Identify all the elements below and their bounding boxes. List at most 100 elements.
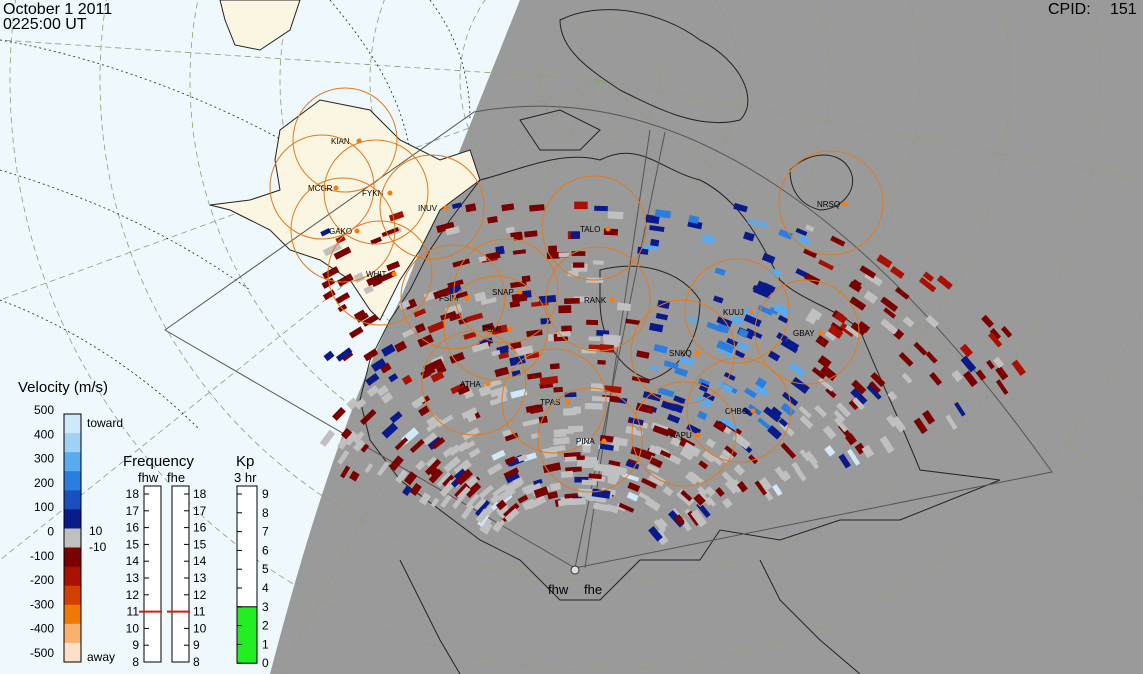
velocity-cell [722, 497, 733, 509]
velocity-cell [578, 488, 596, 498]
velocity-cell [581, 348, 596, 354]
velocity-cell [584, 402, 603, 410]
velocity-cell [642, 391, 662, 402]
station-marker [391, 271, 397, 277]
velocity-cell [698, 460, 709, 470]
velocity-cell [354, 398, 367, 410]
velocity-cell [713, 295, 724, 304]
velocity-color-swatch [64, 414, 81, 434]
velocity-cell [365, 372, 380, 386]
frequency-tick-label: 18 [126, 487, 140, 501]
velocity-tick-label: -100 [30, 549, 54, 563]
velocity-cell [706, 321, 725, 333]
velocity-cell [465, 203, 477, 213]
velocity-cell [743, 231, 755, 242]
station-range-ring [537, 387, 643, 493]
velocity-cell [993, 356, 1005, 369]
velocity-cell [371, 279, 383, 288]
velocity-cell [830, 322, 844, 333]
velocity-cell [880, 296, 899, 313]
velocity-cell [861, 444, 875, 459]
velocity-cell [733, 202, 748, 213]
velocity-cell [464, 481, 482, 499]
velocity-cell [880, 318, 899, 335]
velocity-cell [509, 300, 521, 308]
frequency-title: Frequency [123, 453, 194, 470]
velocity-cell [836, 402, 851, 418]
station-label-gako: GAKO [329, 227, 352, 236]
station-label-gbay: GBAY [793, 329, 815, 338]
velocity-cell [442, 474, 455, 487]
velocity-tick-label: 500 [34, 403, 54, 417]
velocity-cells [319, 201, 1026, 546]
velocity-cell [685, 471, 700, 485]
velocity-cell [409, 482, 422, 496]
velocity-cell [376, 461, 390, 477]
velocity-tick-label: 0 [47, 525, 54, 539]
velocity-cell [901, 372, 913, 384]
velocity-cell [581, 479, 597, 486]
velocity-cell [533, 478, 543, 486]
kp-tick-label: 9 [262, 487, 269, 501]
velocity-cell [403, 471, 418, 486]
station-label-talo: TALO [580, 225, 600, 234]
station-label-fsim: FSIM [439, 294, 458, 303]
velocity-cell [388, 211, 405, 222]
velocity-cell [601, 470, 619, 479]
frequency-tick-label: 17 [126, 504, 140, 518]
station-range-ring [290, 177, 396, 283]
velocity-cell [463, 331, 477, 340]
velocity-cell [695, 395, 713, 409]
velocity-cell [452, 258, 471, 268]
velocity-cell [572, 262, 585, 268]
station-range-ring [443, 275, 549, 381]
velocity-cell [797, 234, 811, 246]
velocity-cell [487, 216, 498, 224]
station-label-rank: RANK [584, 296, 607, 305]
station-marker [387, 190, 393, 196]
velocity-cell [670, 436, 681, 448]
station-range-ring [453, 238, 559, 344]
velocity-cell [440, 494, 452, 508]
velocity-cell [590, 383, 604, 392]
velocity-cell [736, 480, 748, 493]
velocity-color-bar [63, 413, 82, 663]
velocity-cell [569, 497, 586, 506]
velocity-color-swatch [64, 604, 81, 625]
velocity-cell [360, 443, 370, 453]
velocity-cell [588, 344, 602, 350]
station-range-ring [686, 357, 792, 463]
velocity-cell [769, 267, 782, 279]
velocity-cell [748, 454, 759, 465]
radar-label-fhe: fhe [584, 582, 602, 597]
velocity-cell [849, 296, 867, 311]
kp-title: Kp [236, 453, 254, 470]
velocity-cell [447, 279, 464, 289]
velocity-cell [505, 471, 520, 484]
velocity-cell [795, 227, 808, 237]
station-range-ring [778, 150, 884, 256]
velocity-cell [784, 339, 798, 350]
velocity-cell [335, 347, 353, 362]
velocity-legend-title: Velocity (m/s) [18, 379, 108, 396]
station-marker [507, 326, 513, 332]
velocity-cell [560, 470, 574, 478]
velocity-cell [430, 370, 445, 383]
velocity-cell [457, 385, 470, 396]
velocity-cell [682, 442, 701, 458]
velocity-cell [780, 442, 797, 459]
velocity-cell [804, 272, 821, 286]
velocity-cell [346, 397, 359, 410]
velocity-cell [737, 327, 749, 339]
velocity-cell [631, 376, 651, 384]
velocity-cell [724, 478, 740, 495]
frequency-tick-label: 15 [126, 537, 140, 551]
velocity-cell [337, 303, 348, 313]
velocity-cell [868, 381, 881, 394]
velocity-cell [701, 233, 715, 245]
station-label-atha: ATHA [460, 380, 481, 389]
velocity-cell [834, 417, 849, 433]
velocity-cell [549, 363, 560, 370]
velocity-cell [505, 226, 515, 234]
velocity-cell [564, 392, 577, 398]
